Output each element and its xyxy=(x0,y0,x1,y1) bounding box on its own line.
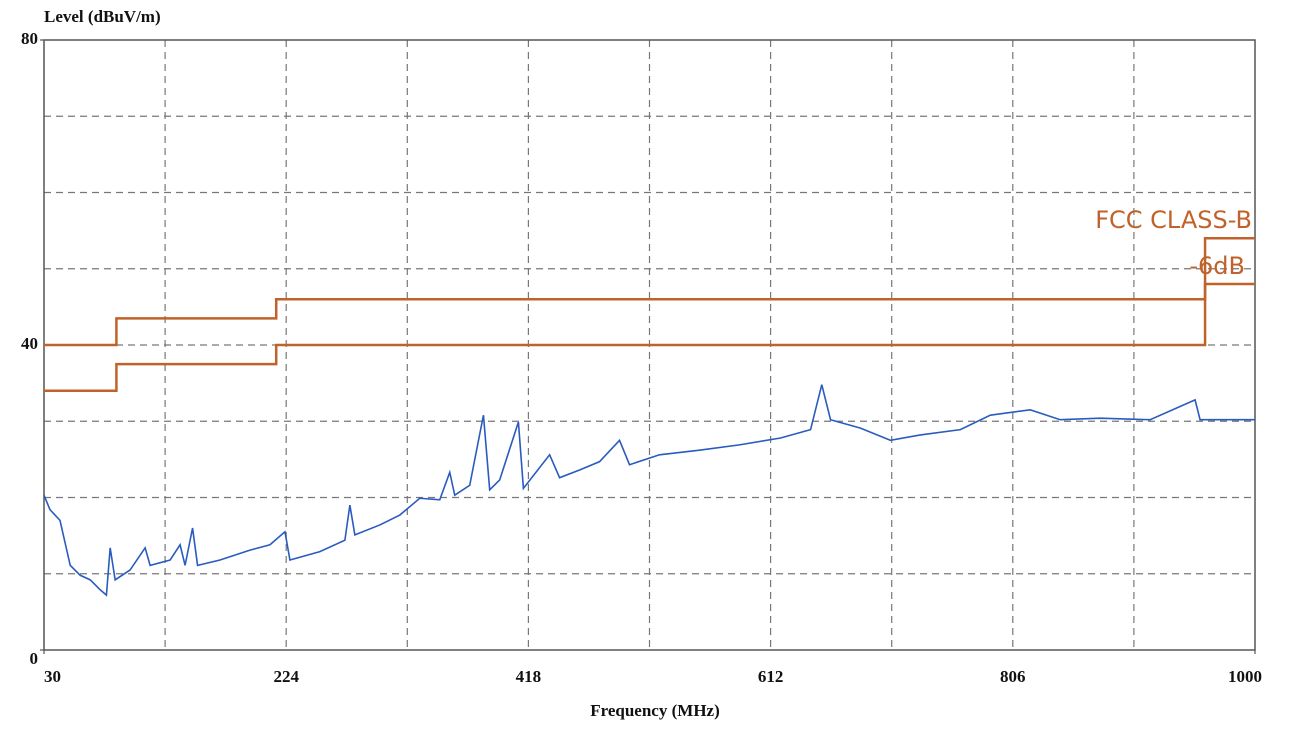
annotation: FCC CLASS-B xyxy=(1095,206,1252,234)
limit-line xyxy=(44,237,1255,347)
x-tick-label: 418 xyxy=(516,667,542,686)
x-tick-label: 612 xyxy=(758,667,784,686)
chart-title: Level (dBuV/m) xyxy=(44,7,161,26)
y-tick-label: 80 xyxy=(21,29,38,48)
x-tick-label: 806 xyxy=(1000,667,1026,686)
annotation: -6dB xyxy=(1189,252,1245,280)
trace xyxy=(43,384,1255,597)
x-tick-label: 224 xyxy=(273,667,299,686)
x-tick-label: 30 xyxy=(44,667,61,686)
x-axis-label: Frequency (MHz) xyxy=(590,701,720,720)
y-tick-label: 0 xyxy=(30,649,39,668)
limit-line xyxy=(44,282,1255,392)
x-tick-label: 1000 xyxy=(1228,667,1262,686)
y-tick-label: 40 xyxy=(21,334,38,353)
